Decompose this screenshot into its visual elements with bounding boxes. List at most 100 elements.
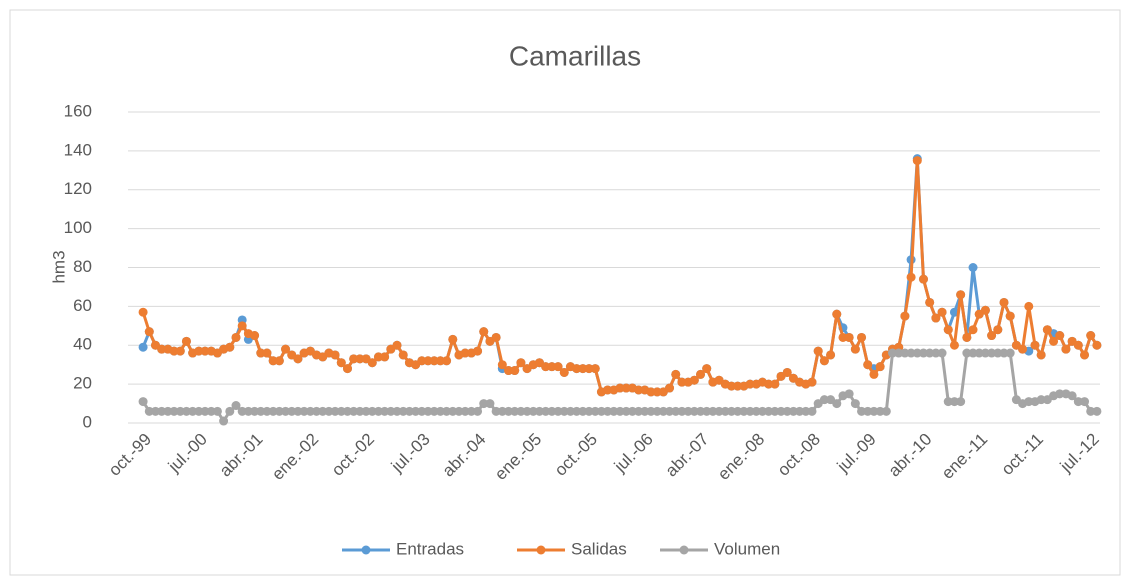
point [603, 385, 613, 395]
point [739, 406, 749, 416]
point [615, 383, 625, 393]
point [138, 342, 148, 352]
point [312, 406, 322, 416]
point [857, 332, 867, 342]
point [1067, 391, 1077, 401]
point [832, 399, 842, 409]
point [733, 406, 743, 416]
point [293, 354, 303, 364]
point [671, 369, 681, 379]
y-tick-label: 40 [73, 335, 92, 354]
point [380, 352, 390, 362]
point [200, 346, 210, 356]
point [522, 406, 532, 416]
point [491, 406, 501, 416]
point [392, 406, 402, 416]
point [819, 395, 829, 405]
point [175, 406, 185, 416]
point [342, 364, 352, 374]
point [819, 356, 829, 366]
legend-label: Entradas [396, 539, 464, 558]
point [516, 406, 526, 416]
point [1086, 406, 1096, 416]
point [968, 263, 978, 272]
point [1005, 348, 1015, 358]
point [949, 340, 959, 350]
point [398, 350, 408, 360]
point [194, 346, 204, 356]
point [1061, 344, 1071, 354]
point [863, 406, 873, 416]
point [243, 406, 253, 416]
point [826, 350, 836, 360]
point [231, 332, 241, 342]
point [559, 406, 569, 416]
point [435, 406, 445, 416]
point [956, 290, 966, 300]
point [250, 406, 260, 416]
point [565, 406, 575, 416]
point [931, 348, 941, 358]
point [299, 406, 309, 416]
point [361, 406, 371, 416]
point [943, 325, 953, 335]
point [1024, 397, 1034, 407]
point [615, 406, 625, 416]
point [708, 406, 718, 416]
point [442, 406, 452, 416]
point [417, 356, 427, 366]
point [324, 406, 334, 416]
point [200, 406, 210, 416]
point [274, 406, 284, 416]
point [918, 348, 928, 358]
point [696, 406, 706, 416]
point [689, 406, 699, 416]
point [714, 406, 724, 416]
point [411, 406, 421, 416]
point [634, 406, 644, 416]
point [553, 362, 563, 372]
point [442, 356, 452, 366]
point [590, 364, 600, 374]
legend-label: Volumen [714, 539, 780, 558]
point [776, 406, 786, 416]
point [460, 406, 470, 416]
point [169, 346, 179, 356]
point [541, 406, 551, 416]
point [1086, 331, 1096, 341]
point [516, 358, 526, 368]
point [293, 406, 303, 416]
point [968, 348, 978, 358]
point [987, 331, 997, 341]
point [262, 406, 272, 416]
point [764, 406, 774, 416]
point [993, 348, 1003, 358]
point [702, 406, 712, 416]
point [943, 397, 953, 407]
point [138, 307, 148, 317]
point [541, 362, 551, 372]
point [367, 406, 377, 416]
point [1036, 395, 1046, 405]
point [652, 406, 662, 416]
point [188, 406, 198, 416]
point [658, 406, 668, 416]
point [609, 406, 619, 416]
point [491, 332, 501, 342]
chart-title: Camarillas [509, 40, 641, 71]
point [677, 406, 687, 416]
point [429, 356, 439, 366]
point [646, 406, 656, 416]
point [640, 406, 650, 416]
point [473, 346, 483, 356]
point [634, 385, 644, 395]
point [869, 406, 879, 416]
point [460, 348, 470, 358]
point [999, 297, 1009, 307]
point [417, 406, 427, 416]
point [1018, 344, 1028, 354]
point [268, 406, 278, 416]
point [863, 360, 873, 370]
point [987, 348, 997, 358]
